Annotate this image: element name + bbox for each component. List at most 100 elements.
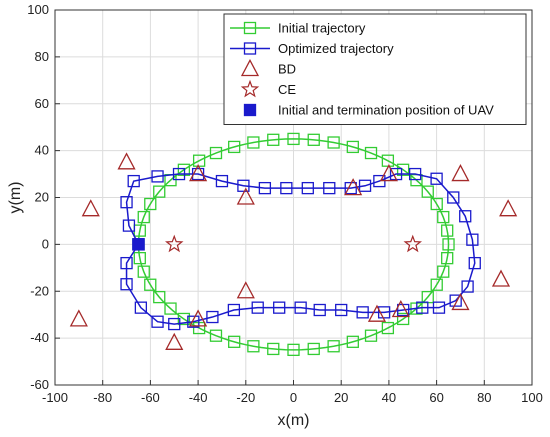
y-tick-label: 40 <box>35 143 49 158</box>
initial-trajectory-marker <box>144 278 157 291</box>
optimized-trajectory-marker <box>172 167 186 181</box>
initial-trajectory-marker <box>430 278 443 291</box>
ce-marker <box>403 234 422 253</box>
bd-marker <box>451 164 470 182</box>
optimized-trajectory-marker <box>187 315 200 328</box>
initial-trajectory-marker <box>133 251 146 265</box>
y-tick-label: 20 <box>35 190 49 205</box>
x-tick-label: -60 <box>141 390 160 405</box>
x-tick-label: -40 <box>189 390 208 405</box>
initial-trajectory-marker <box>364 146 378 160</box>
optimized-trajectory-marker <box>294 301 307 314</box>
y-tick-label: 80 <box>35 49 49 64</box>
optimized-trajectory-marker <box>237 179 250 192</box>
initial-trajectory-marker <box>307 133 320 146</box>
optimized-trajectory-marker <box>323 181 336 195</box>
optimized-trajectory-marker <box>120 196 133 209</box>
optimized-trajectory-line <box>125 173 476 325</box>
initial-trajectory-marker <box>164 302 177 315</box>
optimized-trajectory-marker <box>430 172 443 185</box>
y-tick-label: 60 <box>35 96 49 111</box>
initial-trajectory-marker <box>396 163 410 176</box>
bd-marker <box>499 199 518 217</box>
plot-area <box>69 132 518 356</box>
bd-marker <box>81 199 100 217</box>
initial-trajectory-marker <box>346 140 359 154</box>
optimized-trajectory-marker <box>468 256 481 270</box>
initial-trajectory-marker <box>437 210 450 224</box>
x-tick-label: 40 <box>382 390 396 405</box>
legend: Initial trajectory Optimized trajectory BD… <box>223 13 527 125</box>
optimized-trajectory-marker <box>120 278 133 291</box>
bd-marker <box>344 178 363 196</box>
legend-label: Initial and termination position of UAV <box>278 103 494 118</box>
optimized-trajectory-marker <box>251 301 264 314</box>
optimized-trajectory-marker <box>377 306 391 319</box>
x-tick-label: 0 <box>290 390 297 405</box>
x-tick-label: 100 <box>521 390 543 405</box>
initial-trajectory-marker <box>346 335 359 348</box>
bd-marker <box>236 187 255 205</box>
x-tick-label: -80 <box>93 390 112 405</box>
legend-box <box>223 13 527 125</box>
optimized-trajectory-marker <box>447 191 460 204</box>
initial-trajectory-marker <box>441 251 454 265</box>
optimized-trajectory-marker <box>416 301 429 314</box>
legend-filled-square-marker <box>243 103 257 117</box>
legend-label: Optimized trajectory <box>278 41 394 56</box>
optimized-trajectory-marker <box>151 170 164 183</box>
bd-marker <box>491 269 511 287</box>
bd-marker <box>451 292 470 311</box>
bd-marker <box>165 332 184 350</box>
optimized-trajectory-marker <box>206 310 219 324</box>
x-tick-label: 80 <box>477 390 491 405</box>
x-tick-label: -20 <box>236 390 255 405</box>
bd-marker <box>69 309 88 327</box>
x-tick-label: 20 <box>334 390 348 405</box>
legend-star-marker <box>240 79 260 98</box>
uav-start-end-marker <box>132 238 145 251</box>
bd-marker <box>189 309 208 327</box>
initial-trajectory-marker <box>287 343 300 356</box>
optimized-trajectory-marker <box>466 233 479 246</box>
initial-trajectory-marker <box>144 197 157 211</box>
initial-trajectory-marker <box>209 329 223 342</box>
y-tick-label: 0 <box>42 236 49 251</box>
legend-label: BD <box>278 62 296 77</box>
initial-trajectory-marker <box>137 265 150 278</box>
optimized-trajectory-marker <box>273 301 286 314</box>
legend-label: CE <box>278 82 296 97</box>
optimized-trajectory-marker <box>120 256 133 270</box>
initial-trajectory-marker <box>267 133 280 146</box>
initial-trajectory-marker <box>307 342 320 356</box>
optimized-trajectory-marker <box>356 306 369 319</box>
optimized-trajectory-marker <box>227 303 241 317</box>
initial-trajectory-marker <box>228 335 241 348</box>
legend-label: Initial trajectory <box>278 21 366 36</box>
initial-trajectory-marker <box>442 238 455 251</box>
optimized-trajectory-marker <box>313 303 326 317</box>
initial-trajectory-marker <box>137 210 150 224</box>
bd-marker <box>236 281 255 299</box>
initial-trajectory-marker <box>364 329 378 342</box>
axis-ticks: -100 -80 -60 -40 -20 0 20 40 60 80 100 -60 -40 -20 0 20… <box>27 2 543 405</box>
optimized-trajectory-marker <box>461 280 474 293</box>
initial-trajectory-marker <box>267 342 280 356</box>
optimized-trajectory-marker <box>127 174 140 188</box>
initial-trajectory-marker <box>421 185 434 198</box>
optimized-trajectory-marker <box>358 179 372 192</box>
optimized-trajectory-marker <box>432 301 446 314</box>
legend-triangle-marker <box>240 58 260 77</box>
initial-trajectory-marker <box>327 340 340 353</box>
bd-marker <box>189 164 208 182</box>
optimized-trajectory-marker <box>280 181 293 195</box>
optimized-trajectory-marker <box>449 294 462 307</box>
initial-trajectory-marker <box>381 321 395 335</box>
initial-trajectory-marker <box>441 224 454 237</box>
y-tick-label: -60 <box>30 377 49 392</box>
initial-trajectory-marker <box>153 185 166 198</box>
initial-trajectory-marker <box>228 140 241 154</box>
legend-square-marker <box>243 42 257 55</box>
optimized-trajectory-marker <box>122 219 136 232</box>
